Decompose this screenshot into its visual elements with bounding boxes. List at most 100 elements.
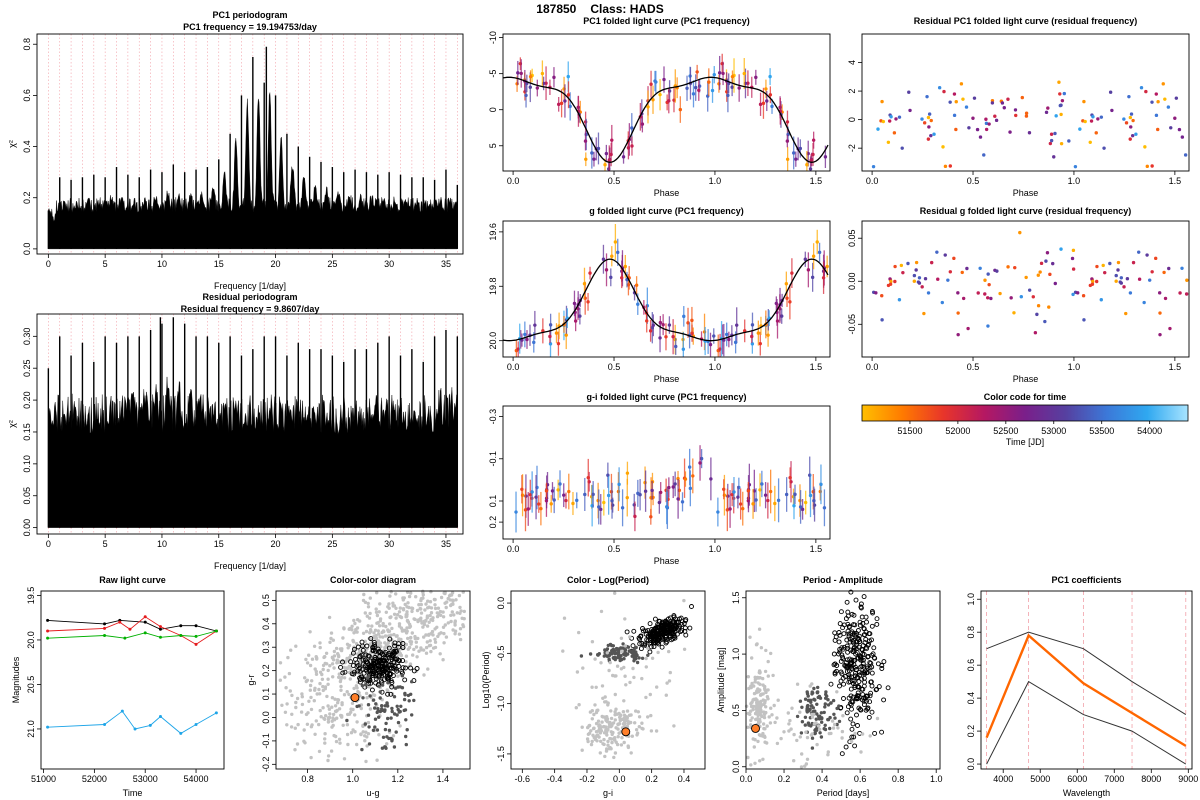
data-point [847,636,853,642]
data-point [303,676,307,680]
data-point [758,688,762,692]
data-point [390,706,394,711]
data-point [971,116,975,120]
data-point [563,99,567,103]
x-tick-label: 0.0 [866,362,879,372]
data-point [671,485,675,489]
data-point [448,598,452,602]
data-point [786,711,790,715]
data-point [337,654,341,659]
data-point [340,702,344,707]
data-point [841,681,847,687]
data-point [874,291,878,295]
plot-area [502,224,829,357]
data-point [759,646,764,650]
data-point [395,659,400,665]
data-point [360,747,364,752]
data-point [360,647,366,653]
data-point [516,71,520,75]
data-point [652,616,658,622]
y-tick-label: 0.4 [966,692,976,705]
data-point [868,690,874,696]
data-point [856,644,862,650]
data-point [386,645,392,651]
data-point [595,739,599,743]
data-point [601,715,605,719]
data-point [935,250,939,254]
data-point [1049,138,1054,143]
data-point [365,676,370,680]
data-point [647,621,653,627]
data-point [417,603,421,607]
data-point [761,683,765,687]
data-point [837,621,843,627]
data-point [318,692,322,696]
data-point [660,622,666,628]
y-tick-label: 0.0 [966,758,976,771]
data-point [849,734,855,740]
data-point [590,640,595,644]
data-point [382,629,386,634]
data-point [322,655,327,659]
data-point [318,708,322,713]
data-point [310,723,314,727]
data-point [321,663,326,668]
data-point [414,595,418,599]
data-point [893,279,897,284]
data-point [372,693,377,697]
data-point [881,697,887,703]
data-point [435,625,439,629]
data-point [392,604,397,608]
data-point [687,465,692,469]
data-point [424,645,429,650]
data-point [1114,273,1118,278]
data-point [841,631,847,637]
data-point [394,634,399,638]
data-point [776,498,781,503]
data-point [376,629,380,633]
data-point [785,296,789,300]
data-point [646,105,650,109]
data-point [943,164,948,169]
data-point [1082,99,1086,104]
data-point [608,736,612,741]
data-point [425,614,430,618]
y-tick-label: 0.05 [847,229,857,247]
data-point [584,157,588,161]
data-point [313,686,317,690]
color-log-period-panel: Color - Log(Period)-0.6 -0.4 -0.2 0.0 0.2 0.4… [481,575,706,798]
y-tick-label: -0.2 [261,757,271,773]
data-point [340,647,344,651]
data-point [810,746,815,750]
colorbar-tick-label: 53000 [1041,426,1066,436]
data-point [634,283,639,287]
data-point [345,723,350,727]
data-point [371,639,377,645]
data-point [1108,261,1112,266]
data-point [798,710,802,714]
data-point [384,657,389,663]
data-point [763,688,767,692]
data-point [321,688,325,693]
data-point [785,139,790,143]
data-point [753,677,758,682]
data-point [283,675,287,679]
data-point [853,731,857,736]
data-point [750,342,755,346]
data-point [423,619,427,623]
data-point [1184,292,1189,296]
data-point [1154,113,1159,118]
data-point [369,629,373,633]
data-point [858,605,864,611]
data-point [1048,141,1053,146]
data-point [314,655,318,659]
data-point [308,688,312,692]
data-point [838,678,844,684]
data-point [746,489,751,493]
data-point [838,609,844,615]
data-point [598,724,602,728]
data-point [589,742,594,747]
data-point [852,683,858,689]
data-point [952,256,956,261]
data-point [766,674,770,678]
